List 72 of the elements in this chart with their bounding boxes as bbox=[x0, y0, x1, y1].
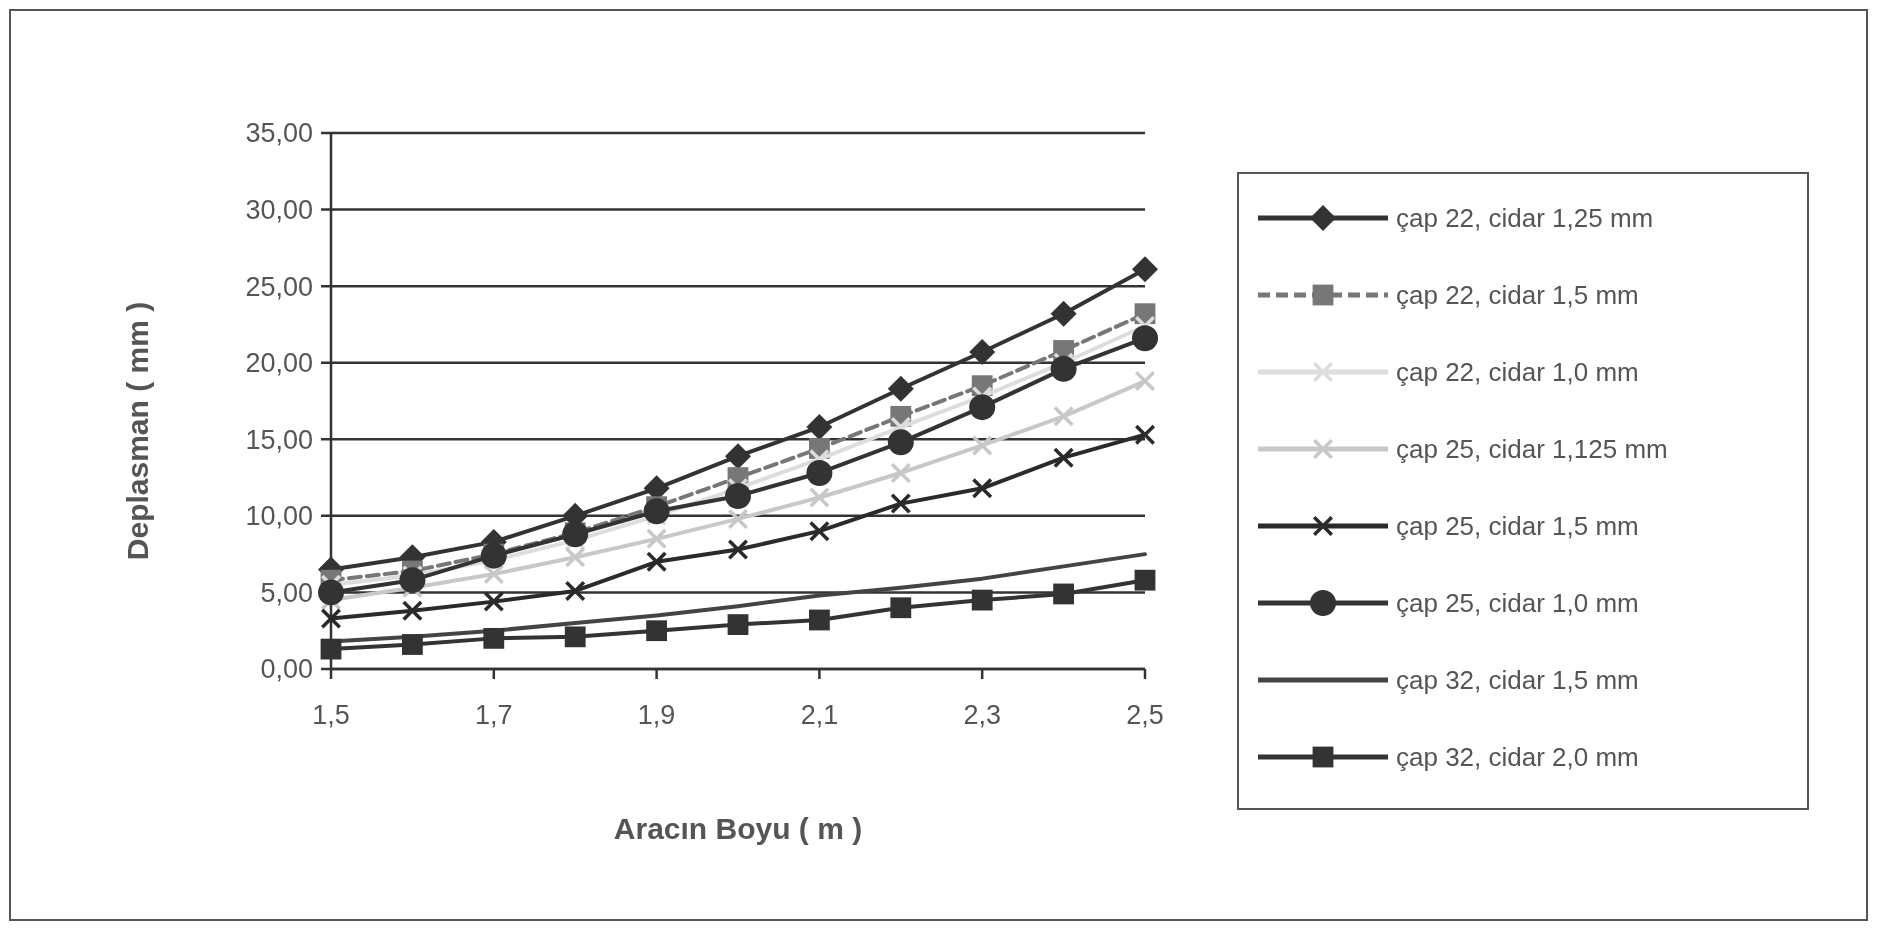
point bbox=[402, 634, 423, 655]
x-tick-label: 1,5 bbox=[312, 700, 350, 730]
y-tick-label: 25,00 bbox=[245, 271, 313, 302]
point bbox=[725, 443, 751, 470]
point bbox=[1050, 300, 1077, 327]
legend-label: çap 32, cidar 2,0 mm bbox=[1396, 742, 1639, 773]
point bbox=[1134, 569, 1156, 591]
point bbox=[1135, 371, 1155, 392]
y-tick-label: 35,00 bbox=[245, 118, 313, 149]
legend-label: çap 25, cidar 1,5 mm bbox=[1396, 511, 1639, 542]
point bbox=[483, 591, 504, 612]
point bbox=[969, 338, 996, 365]
point bbox=[727, 614, 749, 635]
point bbox=[565, 580, 586, 601]
point bbox=[321, 608, 341, 629]
y-tick-label: 5,00 bbox=[260, 577, 313, 608]
x-tick-label: 2,3 bbox=[963, 700, 1001, 730]
point bbox=[646, 551, 667, 572]
x-tick-label: 2,5 bbox=[1126, 700, 1164, 730]
x-tick-label: 2,1 bbox=[800, 700, 839, 730]
point bbox=[643, 498, 670, 525]
x-axis-title: Aracın Boyu ( m ) bbox=[613, 812, 863, 845]
point bbox=[806, 459, 833, 486]
y-tick-label: 10,00 bbox=[245, 501, 313, 532]
point bbox=[728, 539, 748, 560]
point bbox=[480, 542, 507, 569]
point bbox=[887, 375, 914, 402]
point bbox=[806, 414, 833, 441]
point bbox=[1132, 256, 1158, 283]
y-tick-label: 15,00 bbox=[245, 424, 313, 455]
point bbox=[725, 482, 751, 509]
point bbox=[1135, 424, 1155, 445]
point bbox=[972, 478, 993, 499]
point bbox=[890, 597, 912, 619]
x-tick-label: 1,9 bbox=[637, 700, 676, 730]
x-tick-label: 1,7 bbox=[475, 700, 513, 730]
point bbox=[399, 567, 426, 594]
point bbox=[890, 462, 911, 483]
point bbox=[1050, 355, 1077, 382]
point bbox=[1053, 583, 1074, 605]
y-tick-label: 20,00 bbox=[245, 348, 313, 379]
point bbox=[972, 435, 993, 456]
y-tick-label: 30,00 bbox=[245, 195, 313, 226]
point bbox=[728, 508, 748, 529]
point bbox=[969, 394, 996, 421]
legend-label: çap 25, cidar 1,0 mm bbox=[1396, 588, 1639, 619]
point bbox=[402, 600, 423, 621]
point bbox=[646, 528, 667, 549]
point bbox=[562, 521, 589, 548]
point bbox=[646, 620, 667, 642]
point bbox=[809, 609, 830, 631]
legend-label: çap 22, cidar 1,0 mm bbox=[1396, 357, 1639, 388]
point bbox=[971, 589, 993, 611]
point bbox=[483, 627, 505, 649]
point bbox=[1132, 325, 1158, 352]
y-axis-title: Deplasman ( mm ) bbox=[121, 301, 154, 561]
point bbox=[318, 579, 344, 606]
point bbox=[809, 487, 830, 508]
y-tick-label: 0,00 bbox=[260, 654, 313, 685]
point bbox=[320, 638, 342, 660]
point bbox=[565, 547, 586, 568]
point bbox=[483, 564, 504, 585]
point bbox=[1053, 406, 1074, 427]
point bbox=[1053, 447, 1074, 468]
point bbox=[887, 429, 914, 456]
point bbox=[809, 521, 830, 542]
legend-label: çap 22, cidar 1,5 mm bbox=[1396, 280, 1639, 311]
legend-label: çap 25, cidar 1,125 mm bbox=[1396, 434, 1668, 465]
legend-label: çap 22, cidar 1,25 mm bbox=[1396, 203, 1654, 234]
point bbox=[890, 493, 911, 514]
legend-label: çap 32, cidar 1,5 mm bbox=[1396, 665, 1639, 696]
point bbox=[564, 626, 586, 648]
